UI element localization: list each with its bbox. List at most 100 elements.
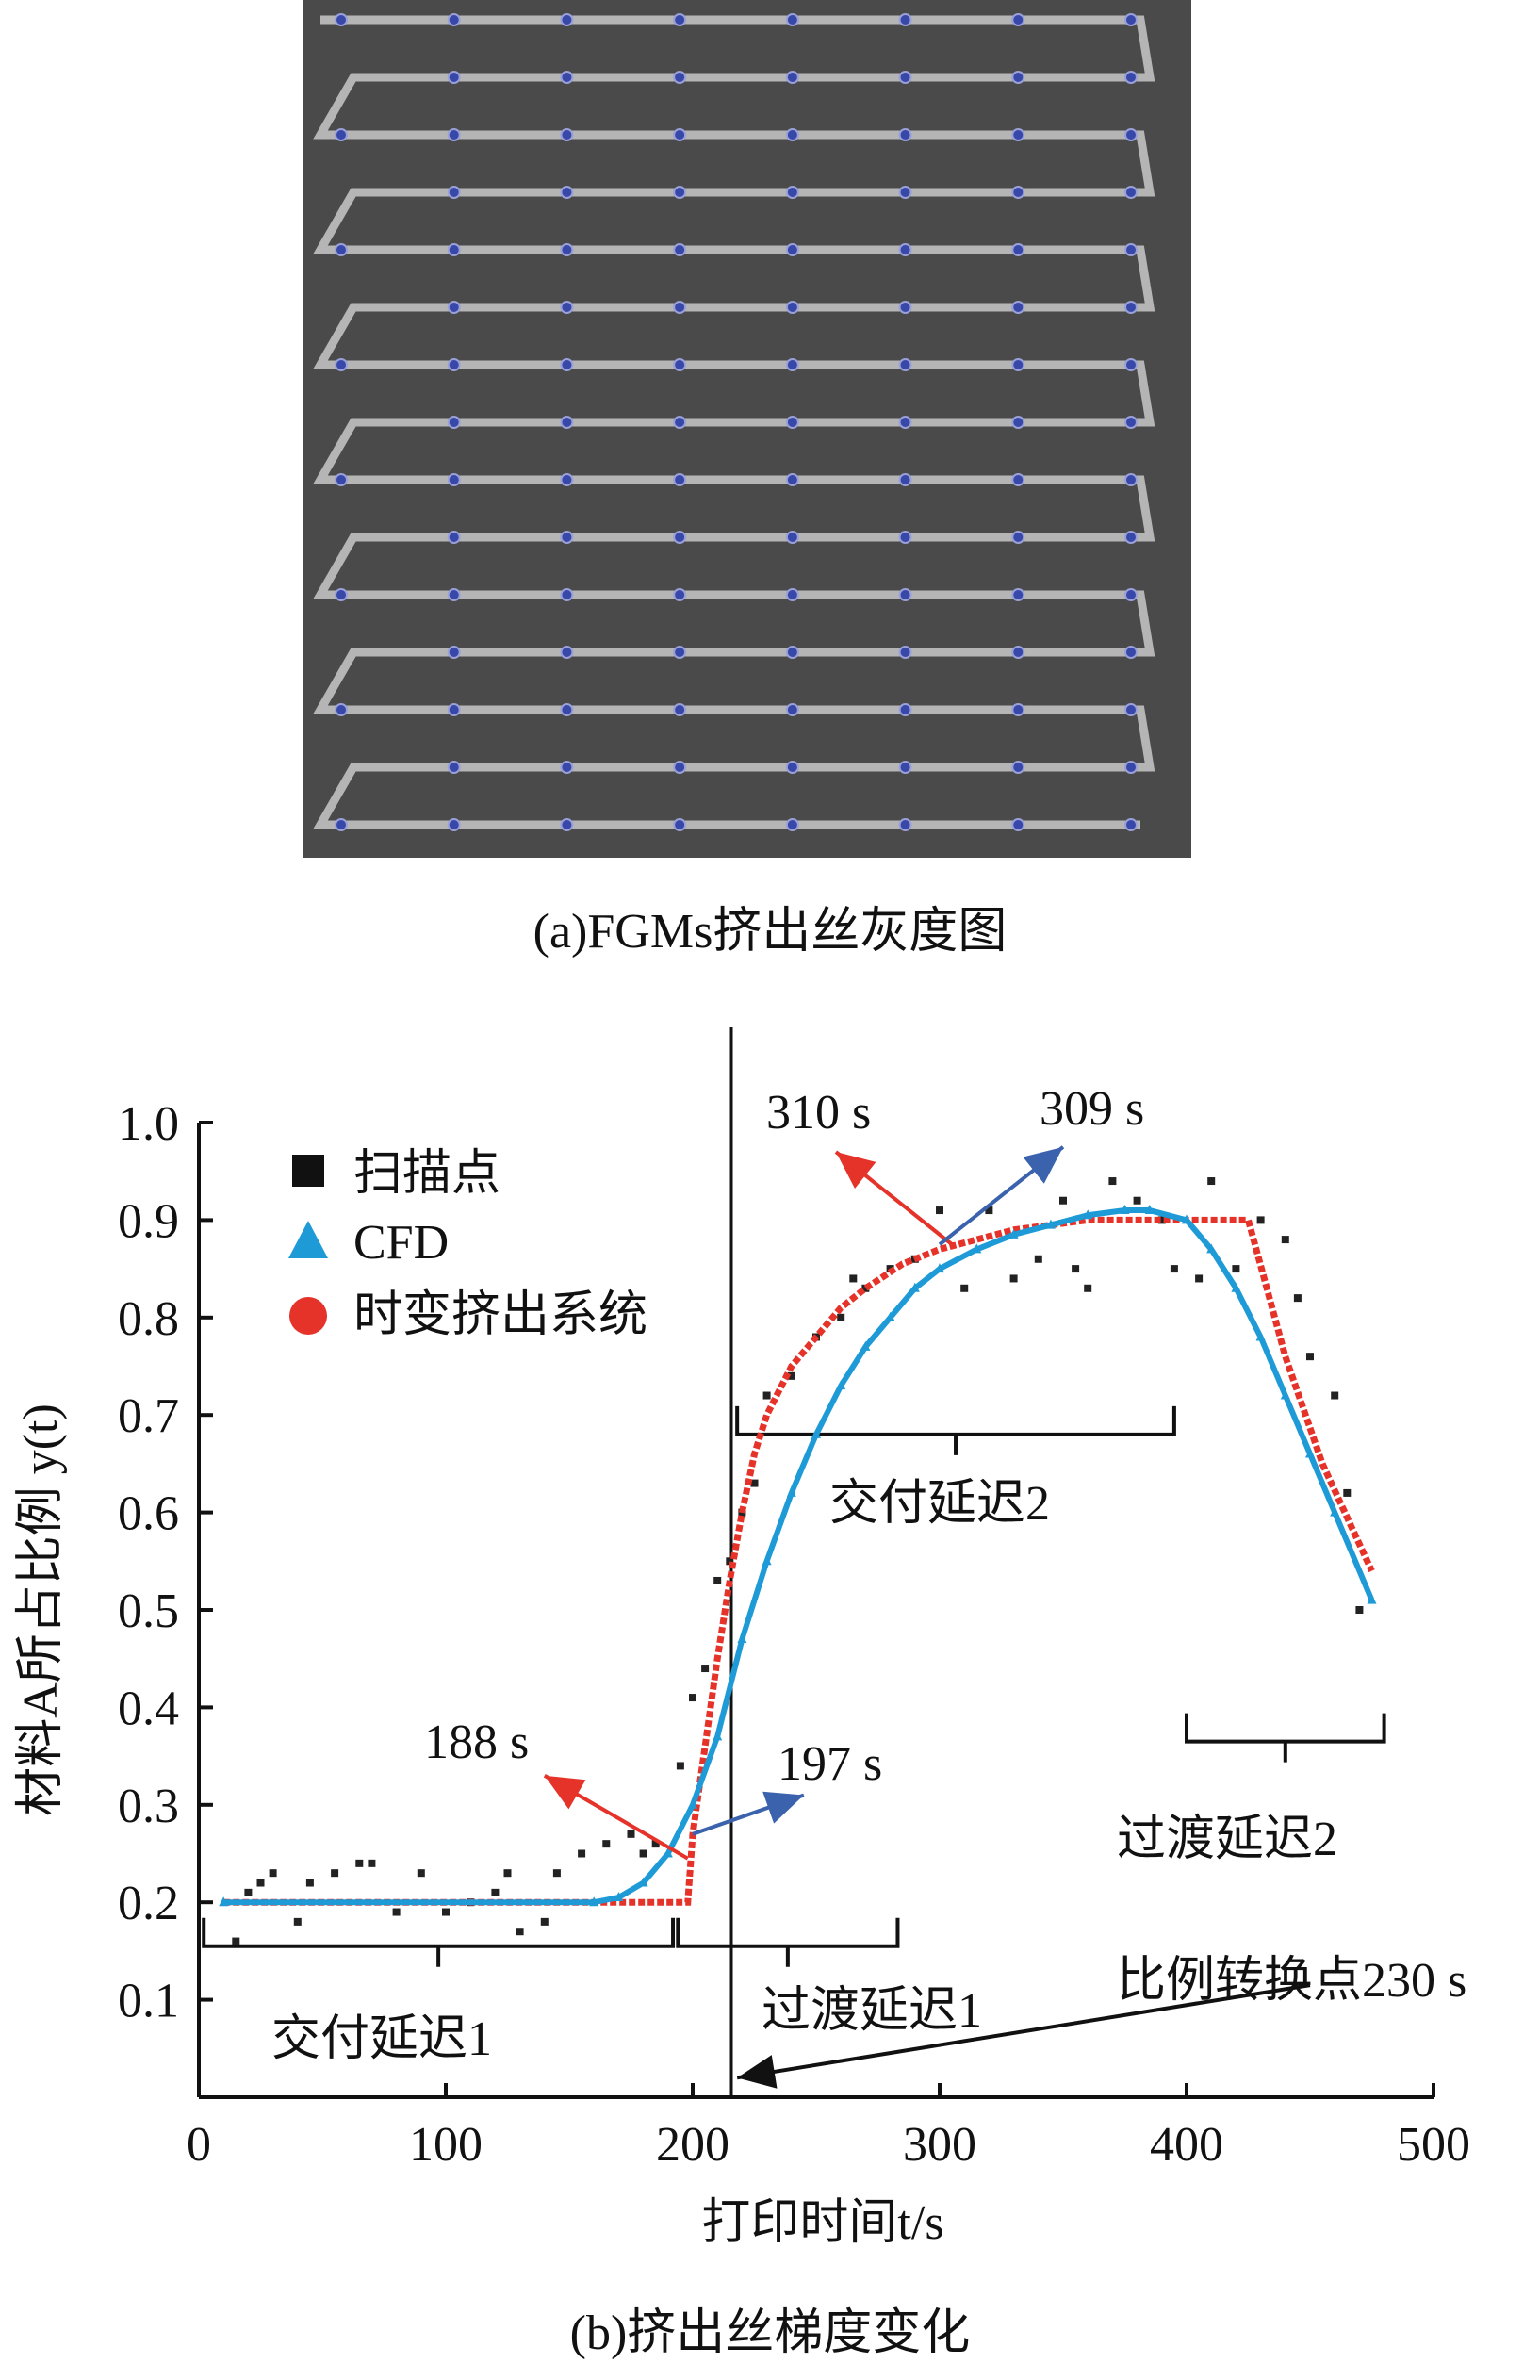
label-transition-delay-1: 过渡延迟1 — [762, 1984, 982, 2038]
scan-point — [1084, 1284, 1092, 1292]
scan-point — [1072, 1265, 1080, 1273]
sample-dot — [1124, 531, 1138, 544]
label-309: 309 s — [1040, 1082, 1144, 1136]
cfd-point — [1367, 1594, 1377, 1604]
sample-dot — [785, 243, 799, 256]
sample-dot — [1124, 588, 1138, 601]
sample-dot — [673, 761, 687, 774]
scan-point — [849, 1274, 858, 1283]
sample-dot — [1011, 13, 1025, 26]
sample-dot — [673, 416, 687, 429]
sample-dot — [1011, 531, 1025, 544]
y-tick-label: 0.2 — [118, 1877, 179, 1930]
scan-point — [1331, 1391, 1339, 1400]
sample-dot — [1124, 761, 1138, 774]
cfd-point — [1206, 1243, 1217, 1254]
sample-dot — [673, 128, 687, 141]
sample-dot — [560, 588, 574, 601]
sample-dot — [898, 473, 912, 486]
sample-dot — [560, 358, 574, 371]
sample-dot — [1011, 761, 1025, 774]
legend-scan-marker — [292, 1155, 324, 1187]
sample-dot — [447, 531, 461, 544]
bracket-transition-delay-2 — [1185, 1713, 1386, 1763]
sample-dot — [560, 646, 574, 659]
sample-dot — [1011, 301, 1025, 314]
sample-dot — [673, 13, 687, 26]
cfd-point — [972, 1243, 982, 1254]
sample-dot — [1011, 358, 1025, 371]
scan-point — [1256, 1216, 1265, 1224]
arrow-309-head — [1023, 1146, 1063, 1184]
bracket-delivery-delay-1 — [202, 1917, 676, 1967]
scan-point — [368, 1859, 376, 1867]
sample-dot — [1124, 818, 1138, 831]
sample-dot — [785, 186, 799, 199]
scan-point — [726, 1557, 734, 1566]
y-tick-label: 0.5 — [118, 1584, 179, 1638]
sample-dot — [335, 128, 348, 141]
sample-dot — [447, 71, 461, 84]
sample-dot — [560, 531, 574, 544]
sample-dot — [1124, 703, 1138, 716]
cfd-point — [1083, 1209, 1093, 1220]
cfd-point — [737, 1633, 747, 1644]
sample-dot — [335, 818, 348, 831]
sample-dot — [898, 761, 912, 774]
arrow-switch-point — [736, 1983, 1311, 2080]
scan-point — [491, 1888, 500, 1896]
legend-model: 时变挤出系统 — [353, 1288, 647, 1342]
scan-point — [1170, 1265, 1178, 1273]
sample-dot — [785, 761, 799, 774]
label-delivery-delay-1: 交付延迟1 — [271, 2012, 492, 2066]
scan-point — [244, 1888, 253, 1896]
cfd-point — [589, 1896, 599, 1907]
sample-dot — [673, 588, 687, 601]
scan-point — [269, 1869, 277, 1878]
sample-dot — [898, 646, 912, 659]
scan-point — [1281, 1236, 1289, 1244]
x-tick-label: 400 — [1150, 2118, 1223, 2172]
x-tick-label: 200 — [656, 2118, 729, 2172]
legend-cfd-marker — [288, 1221, 328, 1258]
sample-dot — [447, 818, 461, 831]
cfd-point — [713, 1731, 723, 1741]
sample-dot — [785, 416, 799, 429]
scan-point — [417, 1869, 425, 1878]
sample-dot — [785, 588, 799, 601]
sample-dot — [447, 128, 461, 141]
sample-dot — [1124, 71, 1138, 84]
sample-dot — [1011, 71, 1025, 84]
x-axis-label: 打印时间t/s — [701, 2196, 943, 2250]
sample-dot — [673, 473, 687, 486]
x-tick-label: 100 — [409, 2118, 483, 2172]
cfd-point — [1255, 1331, 1266, 1341]
x-tick-label: 0 — [187, 2118, 211, 2172]
sample-dot — [560, 128, 574, 141]
sample-dot — [335, 703, 348, 716]
sample-dot — [673, 703, 687, 716]
cfd-point — [1305, 1448, 1315, 1458]
cfd-point — [1120, 1205, 1130, 1215]
y-tick-label: 0.6 — [118, 1487, 179, 1541]
sample-dot — [1124, 473, 1138, 486]
sample-dot — [447, 703, 461, 716]
y-axis-label: 材料A所占比例 y(t) — [14, 1403, 68, 1816]
sample-dot — [335, 588, 348, 601]
scan-point — [1343, 1488, 1352, 1497]
cfd-point — [1144, 1205, 1155, 1215]
scan-point — [305, 1879, 314, 1887]
scan-point — [516, 1928, 524, 1936]
sample-dot — [447, 13, 461, 26]
sample-dot — [335, 358, 348, 371]
cfd-point — [762, 1555, 772, 1566]
sample-dot — [898, 358, 912, 371]
scan-point — [1355, 1606, 1364, 1614]
scan-point — [355, 1859, 364, 1867]
sample-dot — [560, 186, 574, 199]
sample-dot — [785, 531, 799, 544]
sample-dot — [785, 128, 799, 141]
scan-point — [1195, 1274, 1204, 1283]
sample-dot — [673, 531, 687, 544]
